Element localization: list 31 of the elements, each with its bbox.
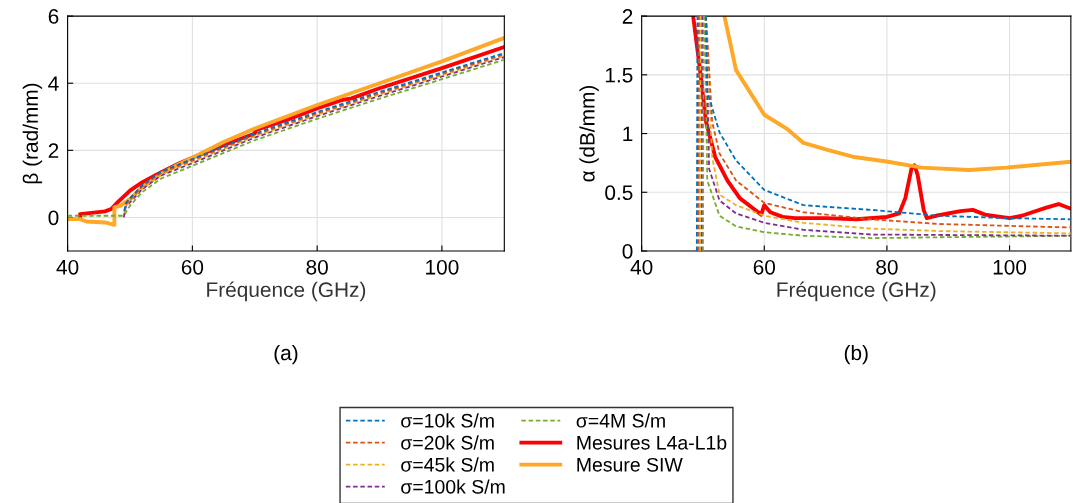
y-tick-label: 1 <box>623 126 633 142</box>
legend-label: σ=100k S/m <box>401 479 505 494</box>
y-tick-label: 0 <box>48 210 59 226</box>
x-axis-title: Fréquence (GHz) <box>207 281 366 302</box>
legend-label: Mesure SIW <box>577 457 683 472</box>
y-axis-title: β (rad/mm) <box>22 83 43 184</box>
x-axis-title: Fréquence (GHz) <box>777 281 936 302</box>
x-tick-label: 40 <box>630 259 653 275</box>
legend-label: σ=4M S/m <box>576 413 665 428</box>
text: (b) <box>844 344 868 365</box>
legend-label: σ=45k S/m <box>401 457 494 472</box>
x-tick-label: 100 <box>426 259 459 275</box>
y-tick-label: 0 <box>622 244 633 259</box>
line-series <box>722 16 1071 172</box>
text: (a) <box>274 344 298 365</box>
legend-label: σ=10k S/m <box>401 413 494 428</box>
y-axis-title: α (dB/mm) <box>579 85 599 182</box>
x-tick-label: 40 <box>56 259 79 275</box>
y-tick-label: 2 <box>622 9 633 24</box>
x-tick-label: 60 <box>181 259 204 275</box>
legend-label: σ=20k S/m <box>401 435 494 450</box>
x-tick-label: 80 <box>306 259 328 275</box>
y-tick-label: 4 <box>48 76 59 91</box>
x-tick-label: 60 <box>753 259 776 275</box>
x-tick-label: 80 <box>876 259 898 275</box>
y-tick-label: 2 <box>48 143 59 158</box>
y-tick-label: 6 <box>48 9 59 24</box>
legend-label: Mesures L4a-L1b <box>577 435 727 450</box>
y-tick-label: 0.5 <box>605 185 633 201</box>
y-tick-label: 1.5 <box>605 68 633 83</box>
x-tick-label: 100 <box>993 259 1027 275</box>
